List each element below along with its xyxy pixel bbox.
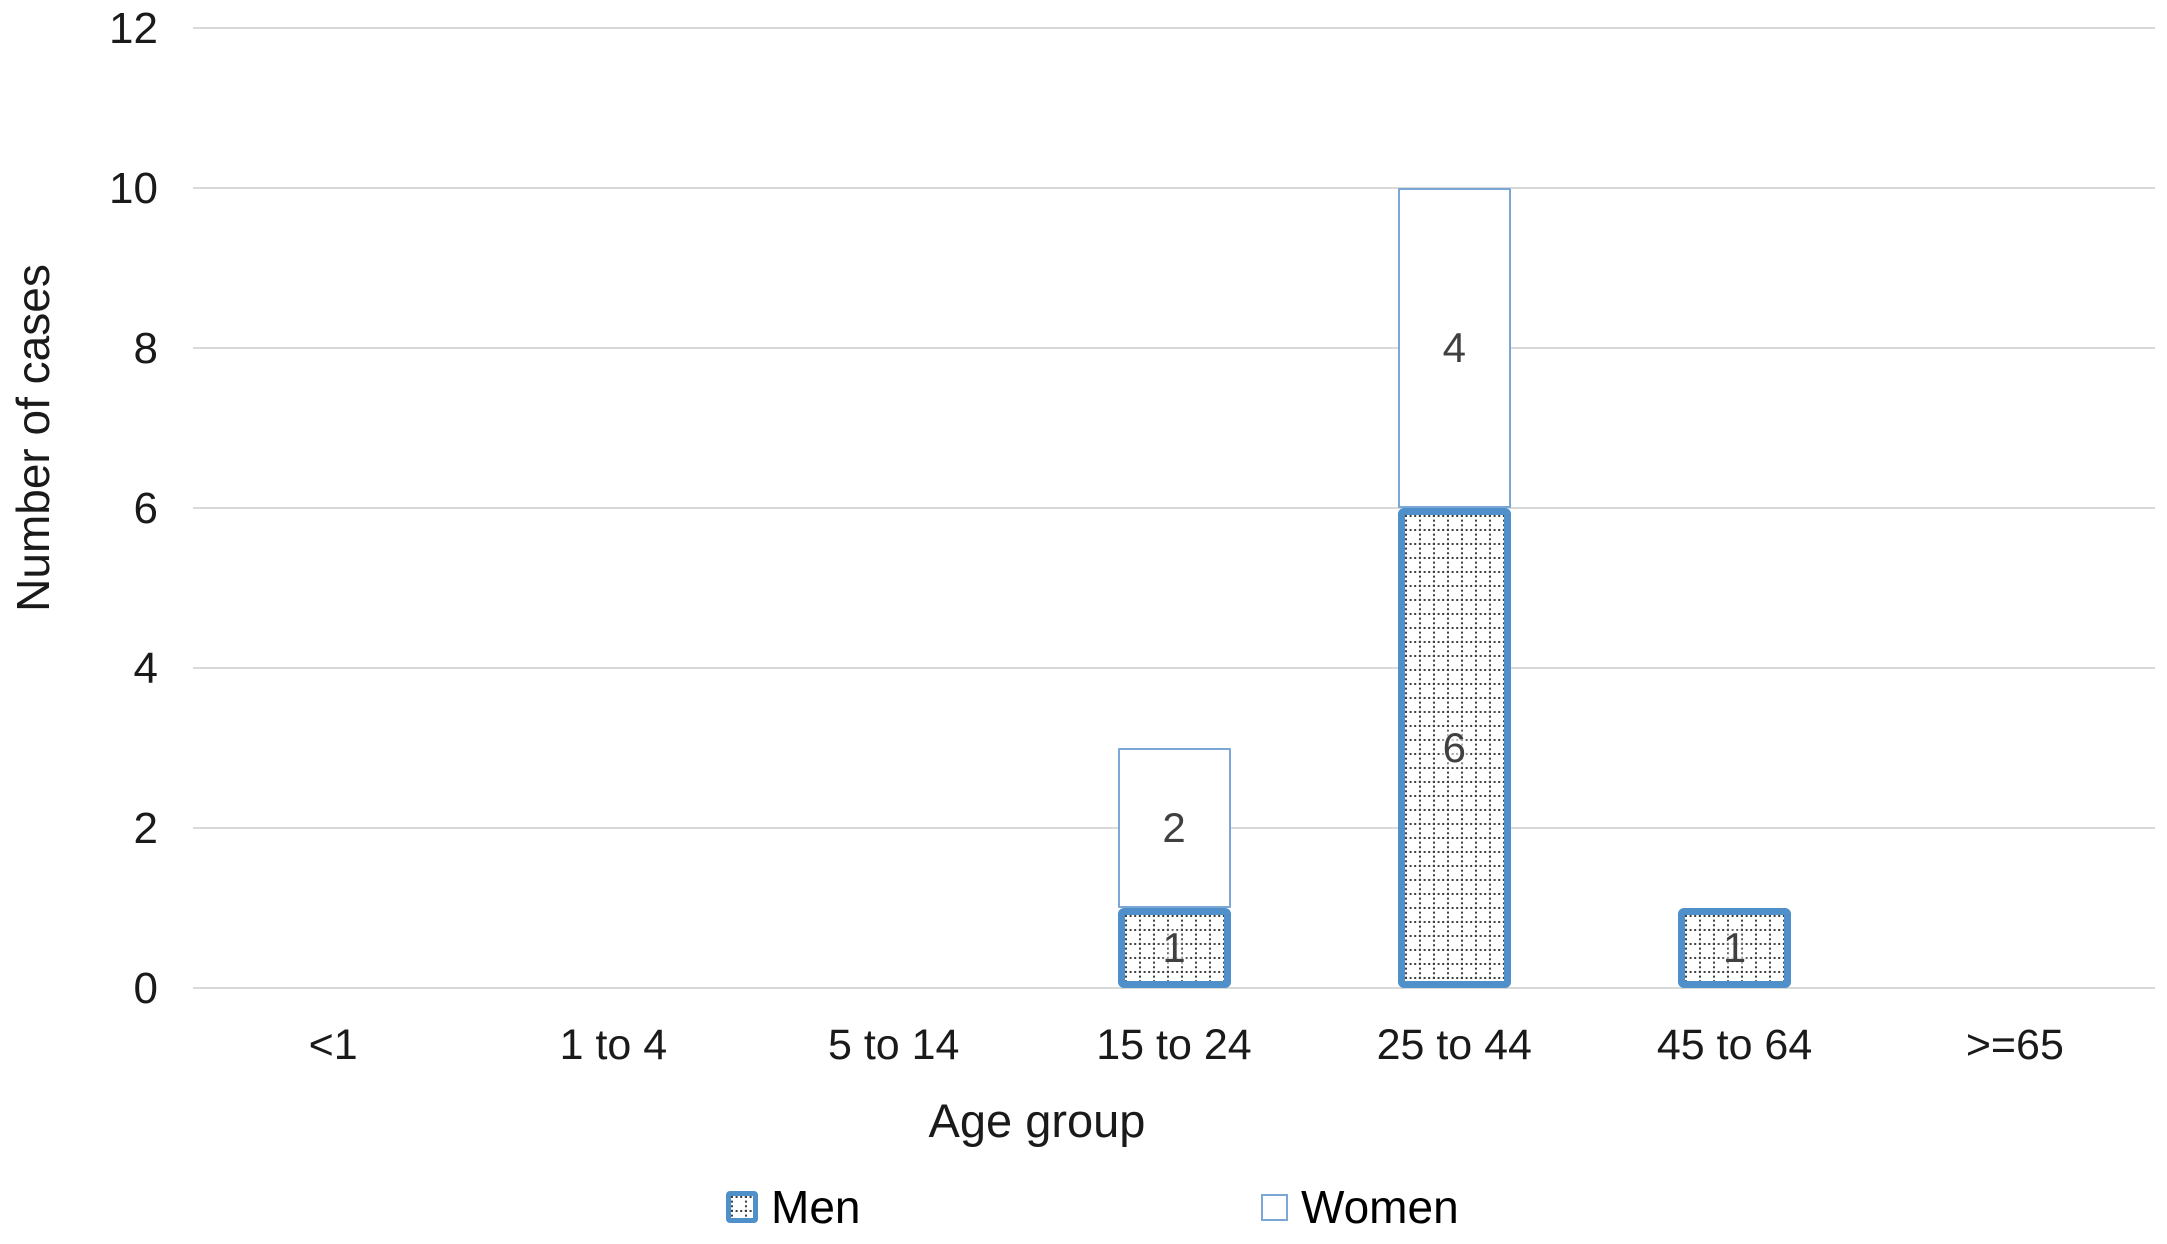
y-tick-label: 4: [133, 644, 158, 693]
women-plain-swatch-icon: [1261, 1193, 1288, 1221]
y-axis-title: Number of cases: [7, 264, 59, 612]
gridline: [193, 987, 2155, 989]
x-tick-label: 15 to 24: [1096, 1021, 1252, 1069]
gridline: [193, 667, 2155, 669]
x-tick-label: 45 to 64: [1656, 1021, 1813, 1069]
legend-label-women: Women: [1301, 1181, 1459, 1233]
men-pattern-swatch-icon: [726, 1191, 758, 1223]
bar-segment-men: [1117, 908, 1231, 988]
x-axis-title: Age group: [928, 1094, 1146, 1147]
x-tick-label: 25 to 44: [1376, 1021, 1532, 1069]
y-tick-label: 6: [133, 484, 158, 533]
bar-segment-men: [1397, 508, 1511, 988]
legend-item-men: Men: [726, 1181, 861, 1233]
gridline: [193, 187, 2155, 189]
bar-segment-women: [1117, 748, 1231, 908]
y-tick-label: 8: [133, 324, 158, 373]
bar-segment-men: [1678, 908, 1792, 988]
gridline: [193, 507, 2155, 509]
bar-segment-women: [1397, 188, 1511, 508]
gridline: [193, 347, 2155, 349]
x-tick-label: >=65: [1965, 1021, 2064, 1069]
y-tick-label: 2: [133, 804, 158, 853]
x-tick-label: 1 to 4: [559, 1021, 668, 1069]
legend-item-women: Women: [1261, 1181, 1459, 1233]
y-tick-label: 12: [109, 4, 158, 53]
y-tick-label: 10: [109, 164, 158, 213]
y-tick-label: 0: [133, 964, 158, 1013]
x-tick-label: 5 to 14: [827, 1021, 960, 1069]
legend-label-men: Men: [771, 1181, 861, 1233]
gridline: [193, 27, 2155, 29]
x-tick-label: <1: [308, 1021, 358, 1069]
